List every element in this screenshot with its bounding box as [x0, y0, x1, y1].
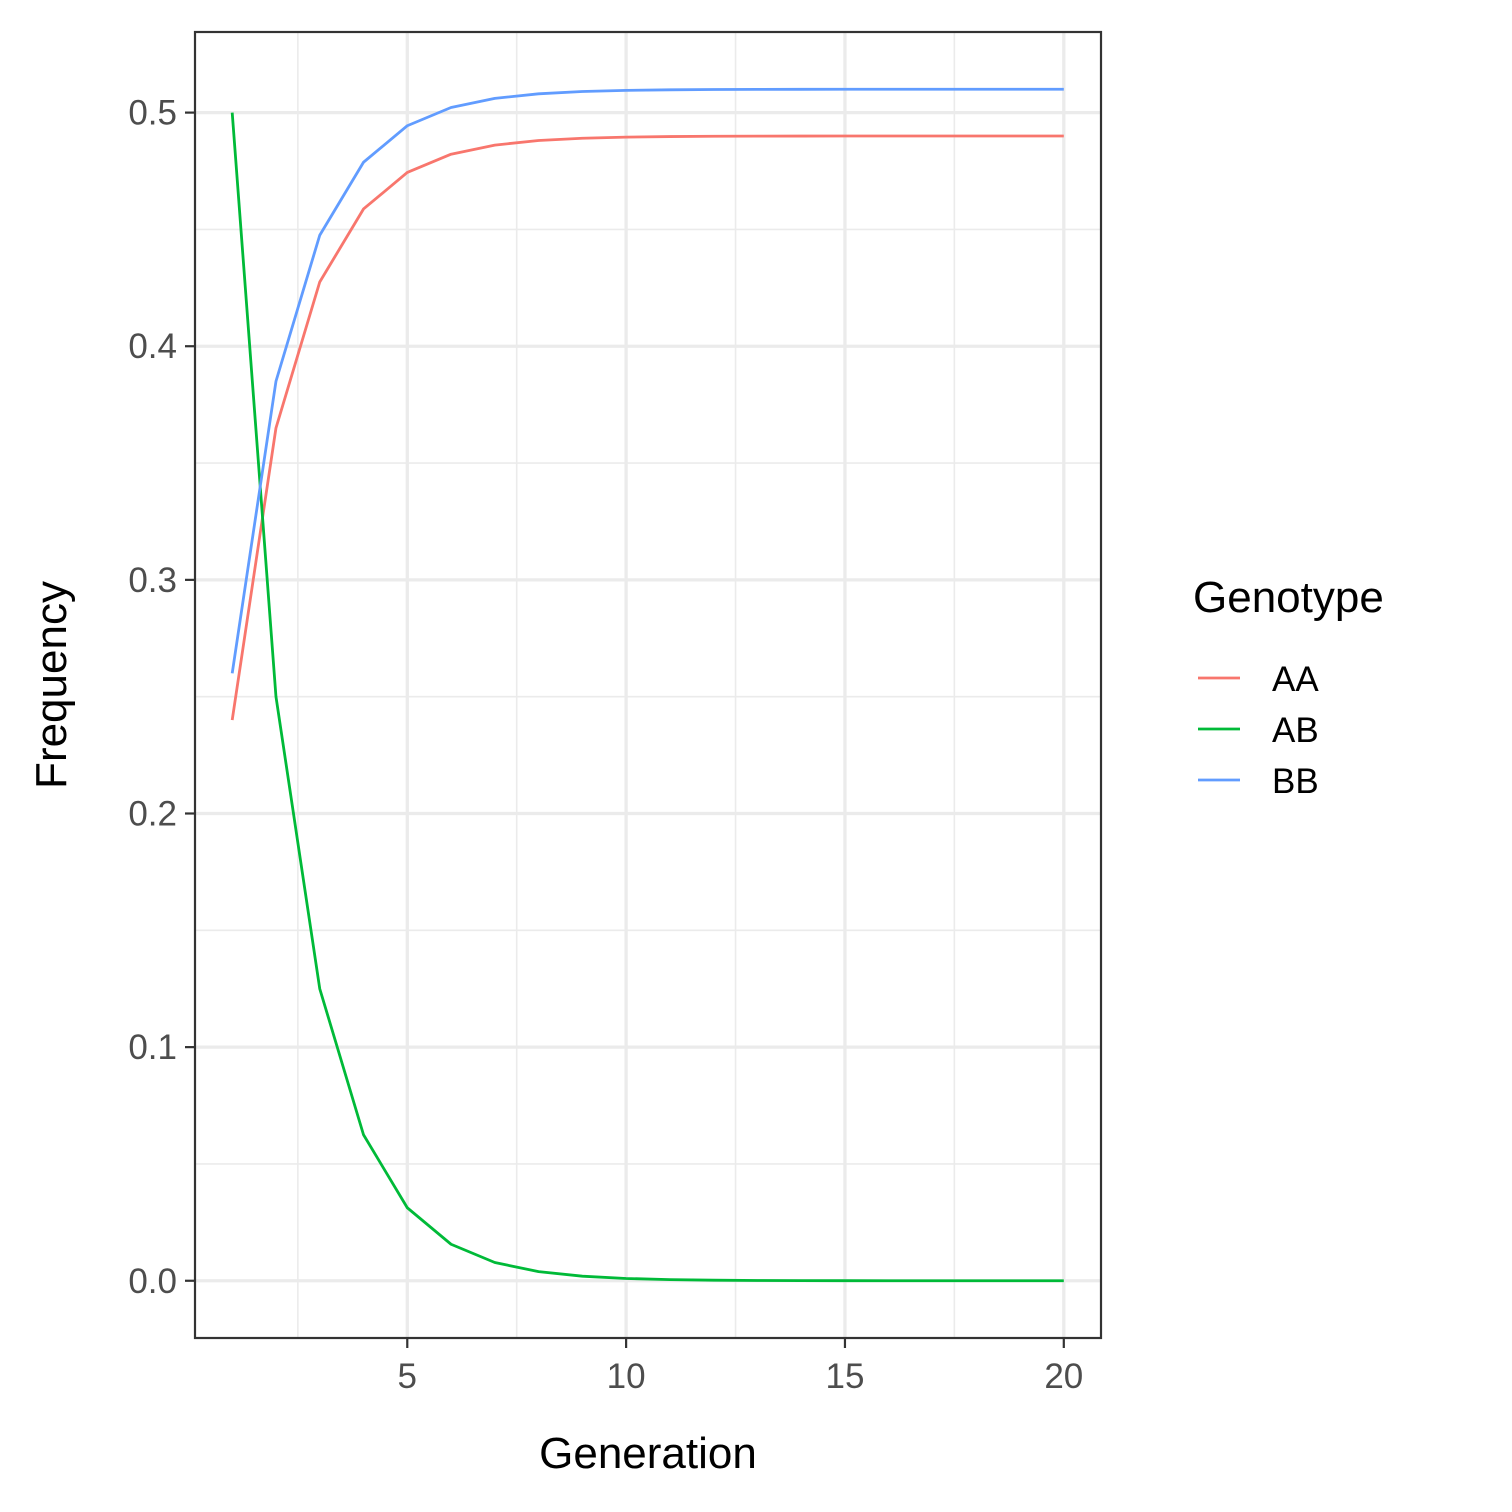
legend-title: Genotype: [1193, 573, 1384, 622]
plot-panel-border: [193, 30, 1103, 1340]
y-tick-label: 0.4: [128, 327, 177, 366]
x-tick-label: 10: [607, 1357, 646, 1396]
legend-label-bb: BB: [1272, 762, 1319, 801]
y-tick-label: 0.1: [128, 1028, 177, 1067]
x-tick-label: 15: [825, 1357, 864, 1396]
axis-ticks: [185, 111, 1065, 1348]
legend: Genotype AA AB BB: [1193, 573, 1384, 801]
legend-label-ab: AB: [1272, 711, 1319, 750]
series-line-aa: [230, 134, 1064, 721]
legend-label-aa: AA: [1272, 660, 1319, 699]
series-line-ab: [230, 112, 1064, 1283]
y-axis-title: Frequency: [27, 581, 76, 789]
y-tick-label: 0.5: [128, 94, 177, 133]
minor-gridlines: [195, 32, 1101, 1338]
y-tick-label: 0.2: [128, 794, 177, 833]
y-tick-label: 0.0: [128, 1262, 177, 1301]
major-gridlines: [195, 32, 1101, 1338]
x-tick-labels: 5 10 15 20: [398, 1357, 1084, 1396]
x-tick-label: 5: [398, 1357, 417, 1396]
series-lines: [230, 87, 1064, 1283]
series-line-bb: [230, 87, 1064, 674]
y-tick-labels: 0.0 0.1 0.2 0.3 0.4 0.5: [128, 94, 177, 1301]
y-tick-label: 0.3: [128, 561, 177, 600]
legend-items: AA AB BB: [1198, 660, 1319, 801]
x-axis-title: Generation: [539, 1429, 757, 1478]
x-tick-label: 20: [1044, 1357, 1083, 1396]
